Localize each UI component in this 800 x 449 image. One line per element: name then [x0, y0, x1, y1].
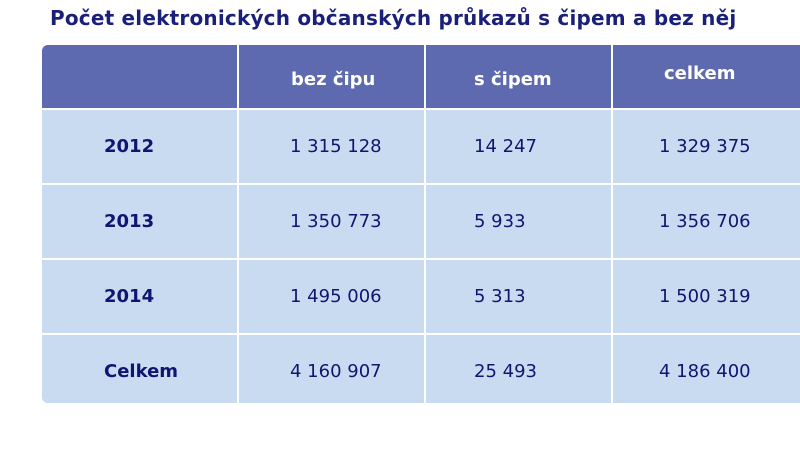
cell-celkem: 4 186 400 — [611, 333, 800, 403]
header-cell-celkem: celkem — [611, 45, 800, 110]
cell-s-cipem: 5 313 — [424, 258, 613, 335]
row-label: 2014 — [42, 258, 239, 335]
header-cell-s-cipem: s čipem — [424, 45, 613, 110]
row-label: 2012 — [42, 109, 239, 185]
header-cell-empty — [42, 45, 239, 110]
table-header-row: bez čipu s čipem celkem — [42, 45, 800, 110]
cell-celkem: 1 329 375 — [611, 109, 800, 185]
cell-celkem: 1 500 319 — [611, 258, 800, 335]
row-label: 2013 — [42, 183, 239, 260]
cell-s-cipem: 25 493 — [424, 333, 613, 403]
cell-bez-cipu: 1 350 773 — [237, 183, 426, 260]
table-row: 2014 1 495 006 5 313 1 500 319 — [42, 258, 800, 335]
cell-celkem: 1 356 706 — [611, 183, 800, 260]
cell-s-cipem: 5 933 — [424, 183, 613, 260]
cell-bez-cipu: 1 495 006 — [237, 258, 426, 335]
cell-bez-cipu: 1 315 128 — [237, 109, 426, 185]
data-table: bez čipu s čipem celkem 2012 1 315 128 1… — [42, 45, 800, 403]
cell-bez-cipu: 4 160 907 — [237, 333, 426, 403]
header-cell-bez-cipu: bez čipu — [237, 45, 426, 110]
table-row: Celkem 4 160 907 25 493 4 186 400 — [42, 333, 800, 403]
cell-s-cipem: 14 247 — [424, 109, 613, 185]
table-row: 2012 1 315 128 14 247 1 329 375 — [42, 109, 800, 185]
page-title: Počet elektronických občanských průkazů … — [50, 6, 737, 30]
row-label: Celkem — [42, 333, 239, 403]
table-row: 2013 1 350 773 5 933 1 356 706 — [42, 183, 800, 260]
data-table-container: bez čipu s čipem celkem 2012 1 315 128 1… — [42, 45, 800, 403]
